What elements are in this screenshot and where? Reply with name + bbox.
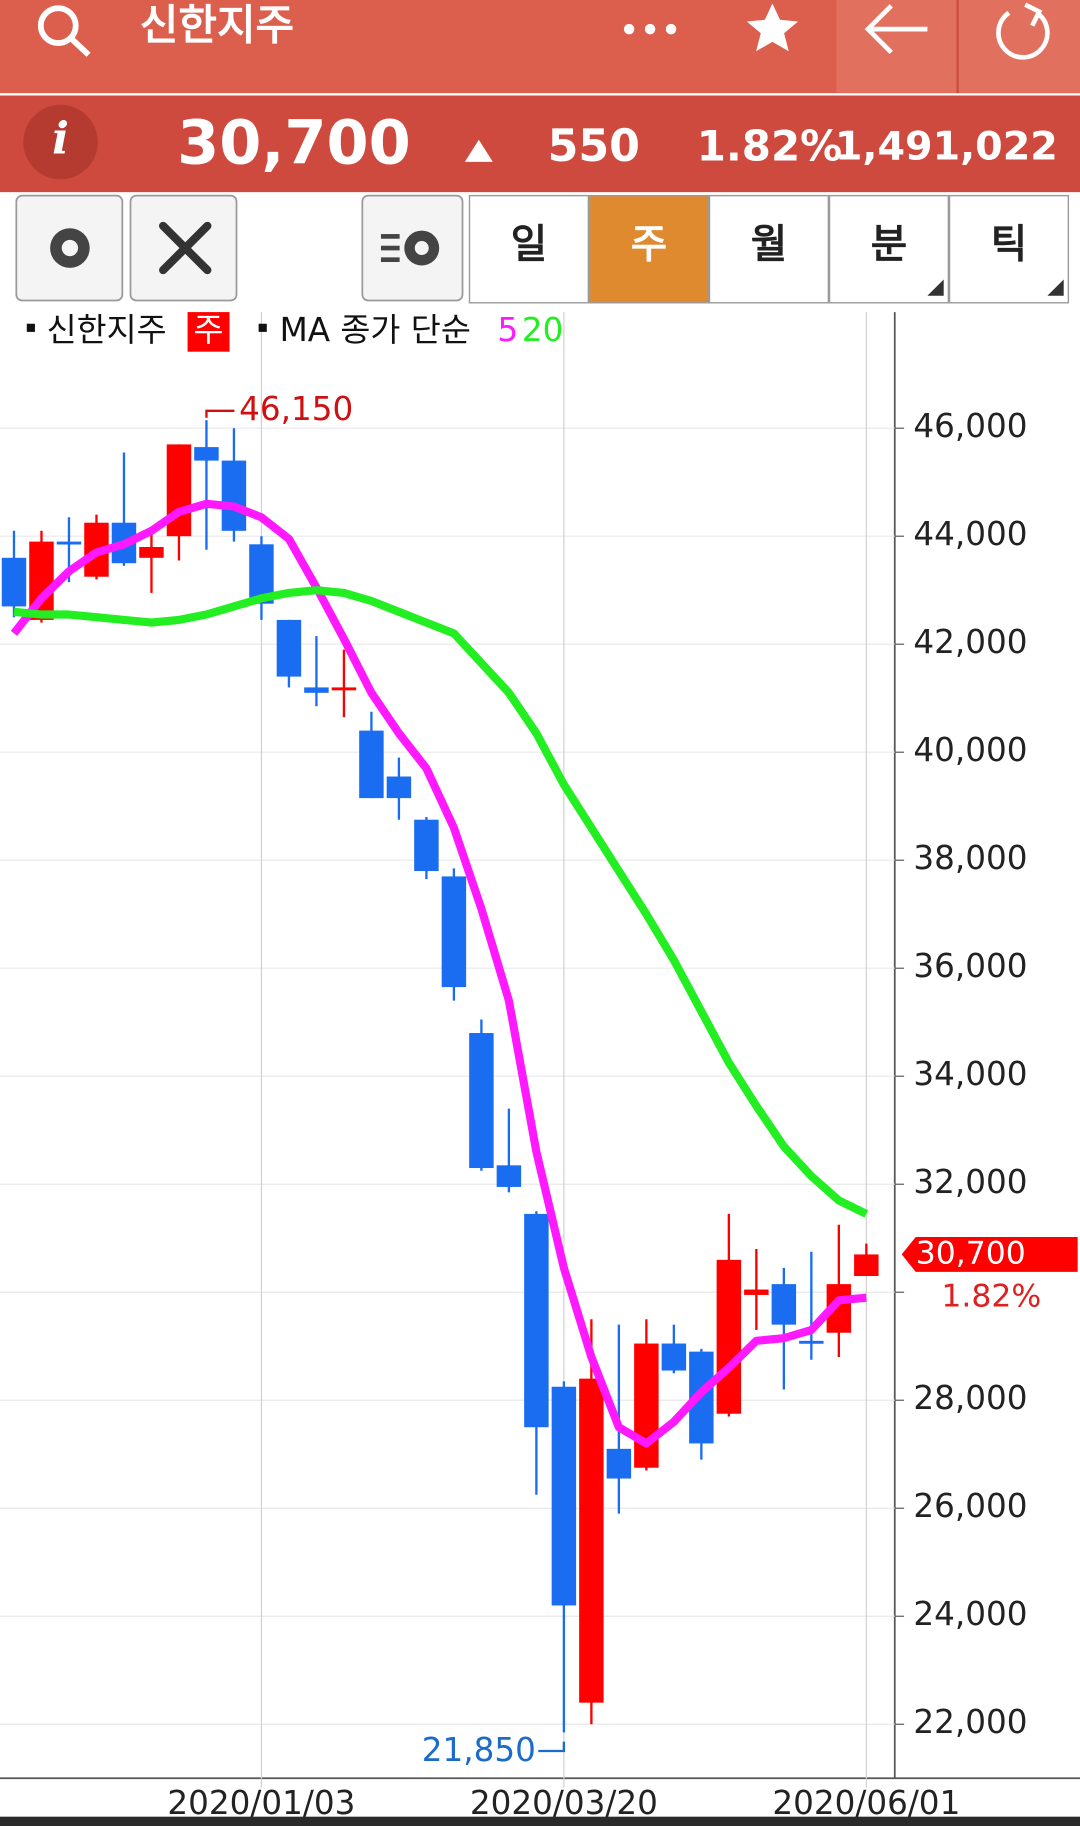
y-tick-label: 28,000 bbox=[913, 1379, 1027, 1417]
gear-icon bbox=[50, 228, 90, 268]
candle-body bbox=[716, 1259, 742, 1414]
y-tick-label: 40,000 bbox=[913, 731, 1027, 769]
legend-entry: 20 bbox=[522, 311, 564, 349]
x-tick-label: 2020/06/01 bbox=[772, 1784, 960, 1822]
candle-body bbox=[304, 687, 329, 693]
candle-body bbox=[139, 547, 164, 558]
tab-label: 일 bbox=[511, 221, 547, 267]
info-icon: i bbox=[52, 113, 69, 165]
candle-body bbox=[524, 1213, 549, 1428]
tab[interactable] bbox=[828, 194, 950, 304]
candle-body bbox=[386, 776, 412, 799]
last-price-tag bbox=[901, 1236, 1078, 1272]
legend-entry: 5 bbox=[497, 311, 518, 349]
legend-period-box bbox=[187, 312, 230, 352]
candle-body bbox=[359, 730, 384, 799]
candle-body bbox=[441, 876, 467, 988]
quote-bar bbox=[0, 95, 1080, 193]
tab[interactable] bbox=[948, 194, 1070, 304]
candle-body bbox=[771, 1284, 797, 1325]
candle-body bbox=[799, 1340, 824, 1344]
candle-body bbox=[496, 1165, 522, 1187]
y-tick-label: 44,000 bbox=[913, 515, 1027, 553]
tab-dropdown bbox=[927, 279, 944, 296]
y-tick-label: 34,000 bbox=[913, 1055, 1027, 1093]
last-change-label: 1.82% bbox=[941, 1279, 1041, 1315]
tab-label: 분 bbox=[871, 221, 907, 267]
candle-body bbox=[661, 1343, 687, 1371]
title: 신한지주 bbox=[140, 0, 294, 49]
x-tick-label: 2020/03/20 bbox=[470, 1784, 658, 1822]
candle-body bbox=[634, 1343, 659, 1468]
candle-body bbox=[331, 687, 357, 691]
ma-line bbox=[13, 586, 869, 1218]
y-tick-label: 42,000 bbox=[913, 623, 1027, 661]
last-price-label: 30,700 bbox=[916, 1235, 1026, 1271]
tab-label: 월 bbox=[751, 221, 787, 267]
indicator-icon bbox=[380, 230, 440, 266]
tab[interactable] bbox=[708, 194, 830, 304]
y-tick-label: 46,000 bbox=[913, 407, 1027, 445]
y-tick-label: 24,000 bbox=[913, 1595, 1027, 1633]
info-button[interactable] bbox=[23, 104, 98, 180]
candle-body bbox=[56, 541, 82, 545]
candle-body bbox=[1, 557, 27, 607]
annotation-arrow bbox=[205, 409, 235, 418]
annotation-label: 21,850 bbox=[422, 1731, 536, 1769]
candle-body bbox=[579, 1378, 604, 1703]
legend-bullet bbox=[26, 323, 35, 332]
y-tick-label: 22,000 bbox=[913, 1703, 1027, 1741]
star-icon[interactable] bbox=[746, 3, 799, 52]
tab-label: 주 bbox=[631, 221, 667, 267]
tab[interactable] bbox=[468, 194, 590, 304]
candle-body bbox=[414, 819, 439, 872]
ma-line bbox=[10, 499, 867, 1448]
tab-label: 틱 bbox=[991, 221, 1027, 267]
candle-body bbox=[194, 447, 219, 461]
annotation-arrow bbox=[538, 1741, 566, 1753]
tab[interactable] bbox=[588, 194, 710, 304]
candle-body bbox=[551, 1386, 577, 1606]
change: 550 bbox=[548, 121, 640, 172]
legend-bullet bbox=[258, 323, 267, 332]
back-icon[interactable] bbox=[864, 4, 928, 55]
candle-body bbox=[606, 1448, 632, 1479]
x-tick-label: 2020/01/03 bbox=[167, 1784, 355, 1822]
refresh-icon[interactable] bbox=[996, 2, 1050, 60]
y-tick-label: 38,000 bbox=[913, 839, 1027, 877]
legend-name: 신한지주 bbox=[47, 311, 167, 349]
change-pct: 1.82% bbox=[697, 122, 842, 171]
legend-period: 주 bbox=[194, 311, 224, 349]
volume: 1,491,022 bbox=[835, 124, 1058, 170]
candle-body bbox=[221, 460, 247, 531]
search-icon[interactable] bbox=[37, 5, 91, 57]
more-icon[interactable] bbox=[623, 23, 677, 35]
price: 30,700 bbox=[177, 108, 411, 178]
y-tick-label: 32,000 bbox=[913, 1163, 1027, 1201]
chart: 22,000 24,000 26,000 28,000 32,000 34,000 36,0… bbox=[0, 311, 1080, 1822]
wrench-icon bbox=[159, 221, 212, 275]
bottom-strip bbox=[0, 1816, 1080, 1826]
candle-body bbox=[744, 1289, 769, 1295]
y-tick-label: 36,000 bbox=[913, 947, 1027, 985]
legend-ma: MA 종가 단순 bbox=[280, 311, 471, 349]
candle-body bbox=[276, 619, 302, 677]
y-tick-label: 26,000 bbox=[913, 1487, 1027, 1525]
candle-body bbox=[854, 1254, 879, 1277]
candle-body bbox=[469, 1033, 494, 1169]
up-arrow bbox=[464, 139, 493, 162]
annotation-label: 46,150 bbox=[239, 390, 353, 428]
